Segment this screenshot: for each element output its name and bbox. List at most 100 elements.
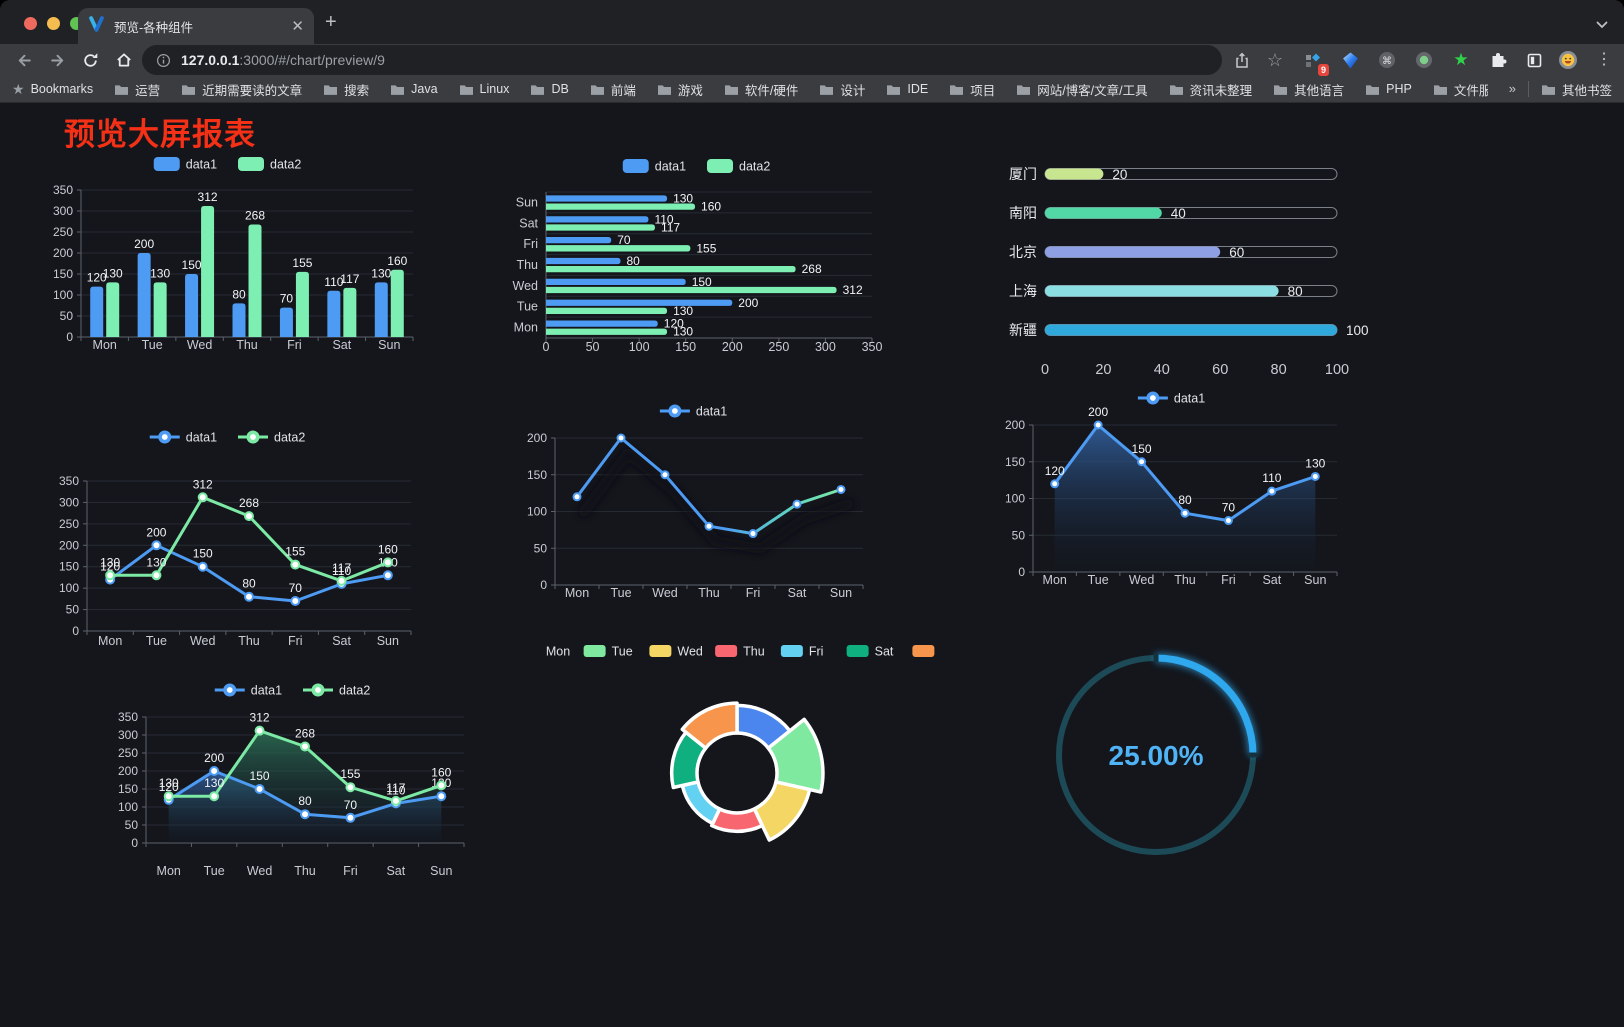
chart-area-two-series[interactable]: data1 data2 0 50 100 150 200 250 300 350 Mon Tue Wed… (100, 675, 490, 905)
extension-green-dot-icon[interactable] (1412, 48, 1436, 72)
toolbar: 127.0.0.1:3000/#/chart/preview/9 ☆ 9 (0, 44, 1624, 76)
bookmark-item[interactable]: 近期需要读的文章 (181, 80, 302, 99)
svg-text:40: 40 (1154, 362, 1170, 378)
info-icon[interactable] (156, 53, 171, 68)
chart-line-two-series[interactable]: data1 data2 0 50 100 150 200 250 300 350 Mon Tue Wed… (35, 422, 425, 667)
svg-text:100: 100 (59, 581, 79, 595)
chart-bar-horizontal[interactable]: data1 data2 0 50 100 150 200 250 300 350 Mon 120 130… (500, 148, 898, 388)
chevron-down-icon[interactable] (1596, 16, 1608, 34)
bookmark-item[interactable]: 其他语言 (1273, 80, 1344, 99)
svg-text:120: 120 (100, 560, 120, 574)
svg-text:Sat: Sat (875, 645, 894, 659)
svg-text:120: 120 (87, 271, 107, 285)
bookmark-item[interactable]: Linux (459, 82, 509, 96)
folder-icon (1366, 84, 1380, 95)
folder-icon (459, 84, 473, 95)
svg-text:Wed: Wed (652, 586, 678, 600)
bookmark-item[interactable]: 软件/硬件 (724, 80, 798, 99)
extension-emoji-icon[interactable] (1556, 48, 1580, 72)
svg-text:312: 312 (250, 711, 270, 725)
bookmark-item[interactable]: 资讯未整理 (1169, 80, 1252, 99)
bookmarks-label: Bookmarks (30, 82, 94, 96)
new-tab-button[interactable]: + (325, 11, 337, 33)
svg-text:25.00%: 25.00% (1109, 740, 1204, 771)
extension-badge: 9 (1317, 64, 1329, 76)
svg-text:130: 130 (103, 266, 123, 280)
back-button[interactable] (12, 48, 36, 72)
svg-text:70: 70 (1222, 501, 1236, 515)
bookmark-item[interactable]: IDE (886, 82, 928, 96)
forward-button[interactable] (45, 48, 69, 72)
chart-gauge[interactable]: 25.00% (1040, 645, 1372, 882)
bookmark-item[interactable]: PHP (1365, 82, 1412, 96)
folder-icon (887, 84, 901, 95)
svg-text:110: 110 (1262, 471, 1281, 485)
svg-text:Tue: Tue (610, 586, 631, 600)
svg-text:200: 200 (53, 246, 73, 260)
svg-text:80: 80 (1288, 284, 1303, 299)
extension-command-icon[interactable]: ⌘ (1375, 48, 1399, 72)
bookmark-item[interactable]: 项目 (949, 80, 995, 99)
svg-text:data1: data1 (251, 684, 282, 698)
svg-text:Fri: Fri (746, 586, 761, 600)
favicon (88, 15, 105, 37)
extension-gem-icon[interactable] (1338, 48, 1362, 72)
svg-text:Fri: Fri (523, 237, 538, 251)
svg-text:⌘: ⌘ (1382, 56, 1392, 67)
bookmark-item[interactable]: 设计 (819, 80, 865, 99)
chart-city-progress[interactable]: 厦门 20 南阳 40 北京 60 上海 80 新疆 100 0 20 40 60 80 100 (980, 150, 1372, 400)
bookmark-item[interactable]: Java (390, 82, 438, 96)
svg-text:300: 300 (59, 495, 79, 509)
svg-text:268: 268 (802, 262, 822, 276)
other-bookmarks-button[interactable]: 其他书签 (1541, 80, 1612, 99)
bookmarks-bar: ★ Bookmarks 运营 近期需要读的文章 搜索 Java Linux DB 前端 游戏 软… (0, 76, 1624, 103)
reload-button[interactable] (78, 48, 102, 72)
bookmarks-manager-button[interactable]: ★ Bookmarks (12, 81, 93, 98)
share-button[interactable] (1230, 48, 1254, 72)
svg-text:200: 200 (118, 764, 138, 778)
bookmark-item[interactable]: DB (530, 82, 569, 96)
chart-bar-vertical[interactable]: data1 data2 0 50 100 150 200 250 300 350 Mon Tue Wed… (35, 148, 425, 383)
bookmark-item[interactable]: 运营 (114, 80, 160, 99)
svg-text:50: 50 (1012, 528, 1026, 542)
browser-tab[interactable]: 预览-各种组件 ✕ (78, 8, 314, 44)
tab-close-icon[interactable]: ✕ (291, 18, 304, 35)
extension-split-square-icon[interactable] (1522, 48, 1546, 72)
svg-text:130: 130 (100, 555, 120, 569)
bookmarks-overflow-icon[interactable]: » (1508, 81, 1516, 96)
bookmark-item[interactable]: 前端 (590, 80, 636, 99)
svg-text:150: 150 (53, 267, 73, 281)
svg-text:Mon: Mon (1043, 573, 1067, 587)
bookmark-star-icon[interactable]: ☆ (1266, 50, 1284, 70)
minimize-window-button[interactable] (47, 17, 60, 30)
menu-icon[interactable]: ⋮ (1596, 51, 1612, 68)
chart-line-gradient[interactable]: data1 0 50 100 150 200 Mon Tue Wed Thu Fri Sat Sun (505, 398, 887, 618)
svg-text:120: 120 (159, 780, 179, 794)
svg-text:60: 60 (1212, 362, 1228, 378)
extension-grid-diamond-icon[interactable]: 9 (1300, 48, 1329, 76)
folder-icon (391, 84, 405, 95)
bookmark-item[interactable]: 搜索 (323, 80, 369, 99)
bookmark-item[interactable]: 游戏 (657, 80, 703, 99)
close-window-button[interactable] (24, 17, 37, 30)
chart-area-single[interactable]: data1 0 50 100 150 200 Mon Tue Wed Thu Fri Sat Sun 12… (985, 388, 1363, 608)
svg-text:Thu: Thu (294, 864, 316, 878)
svg-text:130: 130 (1305, 456, 1325, 470)
svg-text:117: 117 (386, 781, 405, 795)
bookmark-item[interactable]: 网站/博客/文章/工具 (1016, 80, 1148, 99)
svg-text:200: 200 (204, 751, 224, 765)
svg-text:312: 312 (193, 477, 213, 491)
url-bar[interactable]: 127.0.0.1:3000/#/chart/preview/9 (142, 45, 1222, 75)
home-button[interactable] (112, 48, 136, 72)
folder-icon (950, 84, 964, 95)
svg-text:data2: data2 (739, 160, 770, 174)
share-icon (1236, 52, 1248, 68)
svg-text:Sat: Sat (332, 338, 351, 352)
bookmark-item[interactable]: 文件服务器 (1433, 80, 1488, 99)
svg-text:新疆: 新疆 (1009, 322, 1037, 338)
extension-star-icon[interactable]: ★ (1453, 50, 1469, 69)
extensions-puzzle-icon[interactable] (1486, 48, 1510, 72)
star-icon: ★ (12, 80, 25, 97)
svg-text:350: 350 (53, 183, 73, 197)
